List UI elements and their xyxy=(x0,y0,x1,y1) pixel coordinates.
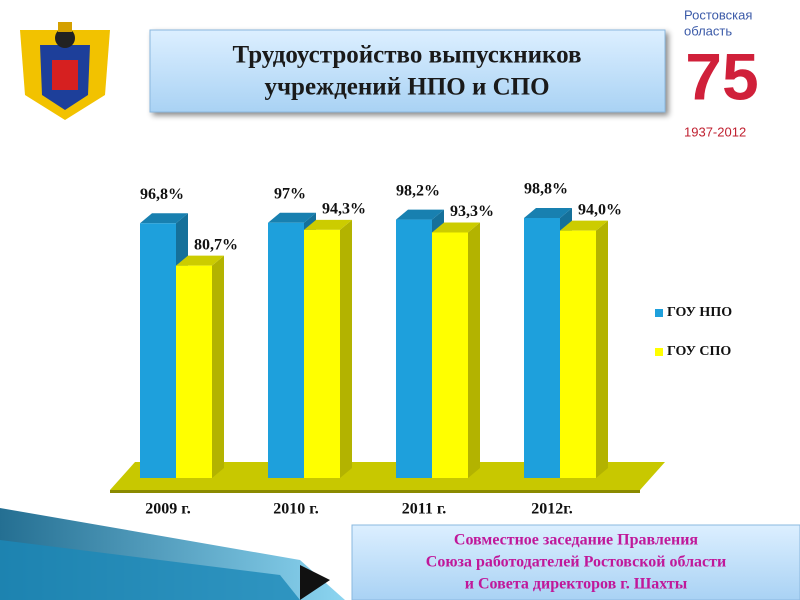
value-label: 98,2% xyxy=(396,182,440,199)
bar-side xyxy=(212,255,224,478)
decoration xyxy=(0,508,345,600)
logo-years: 1937-2012 xyxy=(684,124,746,139)
bar-side xyxy=(596,220,608,478)
title-box xyxy=(149,29,666,113)
bar-front xyxy=(304,229,340,478)
x-tick-label: 2011 г. xyxy=(402,501,447,518)
logo-number: 75 xyxy=(685,39,758,113)
value-label: 94,3% xyxy=(322,201,366,218)
value-label: 80,7% xyxy=(194,236,238,253)
coat-of-arms xyxy=(20,22,110,120)
bar-top xyxy=(304,219,352,230)
x-tick-label: 2012г. xyxy=(531,501,572,518)
bar-front xyxy=(560,230,596,478)
bar-top xyxy=(432,222,480,233)
legend-label: ГОУ НПО xyxy=(667,305,732,320)
bar-top xyxy=(268,212,316,223)
bar-side xyxy=(468,222,480,478)
bar-front xyxy=(524,218,560,478)
bar-top xyxy=(396,209,444,220)
bar-top xyxy=(176,255,224,266)
footer-text: и Совета директоров г. Шахты xyxy=(465,576,688,593)
value-label: 93,3% xyxy=(450,203,494,220)
bar-front xyxy=(140,223,176,478)
bar-front xyxy=(432,232,468,478)
value-label: 97% xyxy=(274,185,306,202)
bar xyxy=(560,220,608,478)
footer-box xyxy=(351,524,800,600)
title: Трудоустройство выпускников xyxy=(232,42,581,69)
value-label: 98,8% xyxy=(524,181,568,198)
footer-text: Совместное заседание Правления xyxy=(454,532,699,549)
title: учреждений НПО и СПО xyxy=(264,74,549,101)
logo-text: Ростовская xyxy=(684,7,752,22)
footer-text: Союза работодателей Ростовской области xyxy=(426,554,726,571)
x-tick-label: 2010 г. xyxy=(273,501,318,518)
x-tick-label: 2009 г. xyxy=(145,501,190,518)
bar-front xyxy=(176,265,212,478)
chart: 96,8% 80,7% 2009 г. 97% 94,3% 2010 г. 98,2% 93,… xyxy=(140,181,732,518)
legend-label: ГОУ СПО xyxy=(667,344,731,359)
bar-front xyxy=(396,219,432,478)
bar-top xyxy=(524,208,572,218)
chart-floor-edge xyxy=(110,490,640,493)
value-label: 94,0% xyxy=(578,201,622,218)
logo-text: область xyxy=(684,23,732,38)
legend-swatch xyxy=(655,348,663,356)
bar-top xyxy=(560,220,608,231)
bar xyxy=(304,219,352,478)
bar-front xyxy=(268,222,304,478)
logo: Ростовская область 75 1937-2012 xyxy=(684,7,759,139)
bar-side xyxy=(340,219,352,478)
bar-top xyxy=(140,213,188,224)
bar xyxy=(176,255,224,478)
legend-swatch xyxy=(655,309,663,317)
bar xyxy=(432,222,480,478)
value-label: 96,8% xyxy=(140,186,184,203)
